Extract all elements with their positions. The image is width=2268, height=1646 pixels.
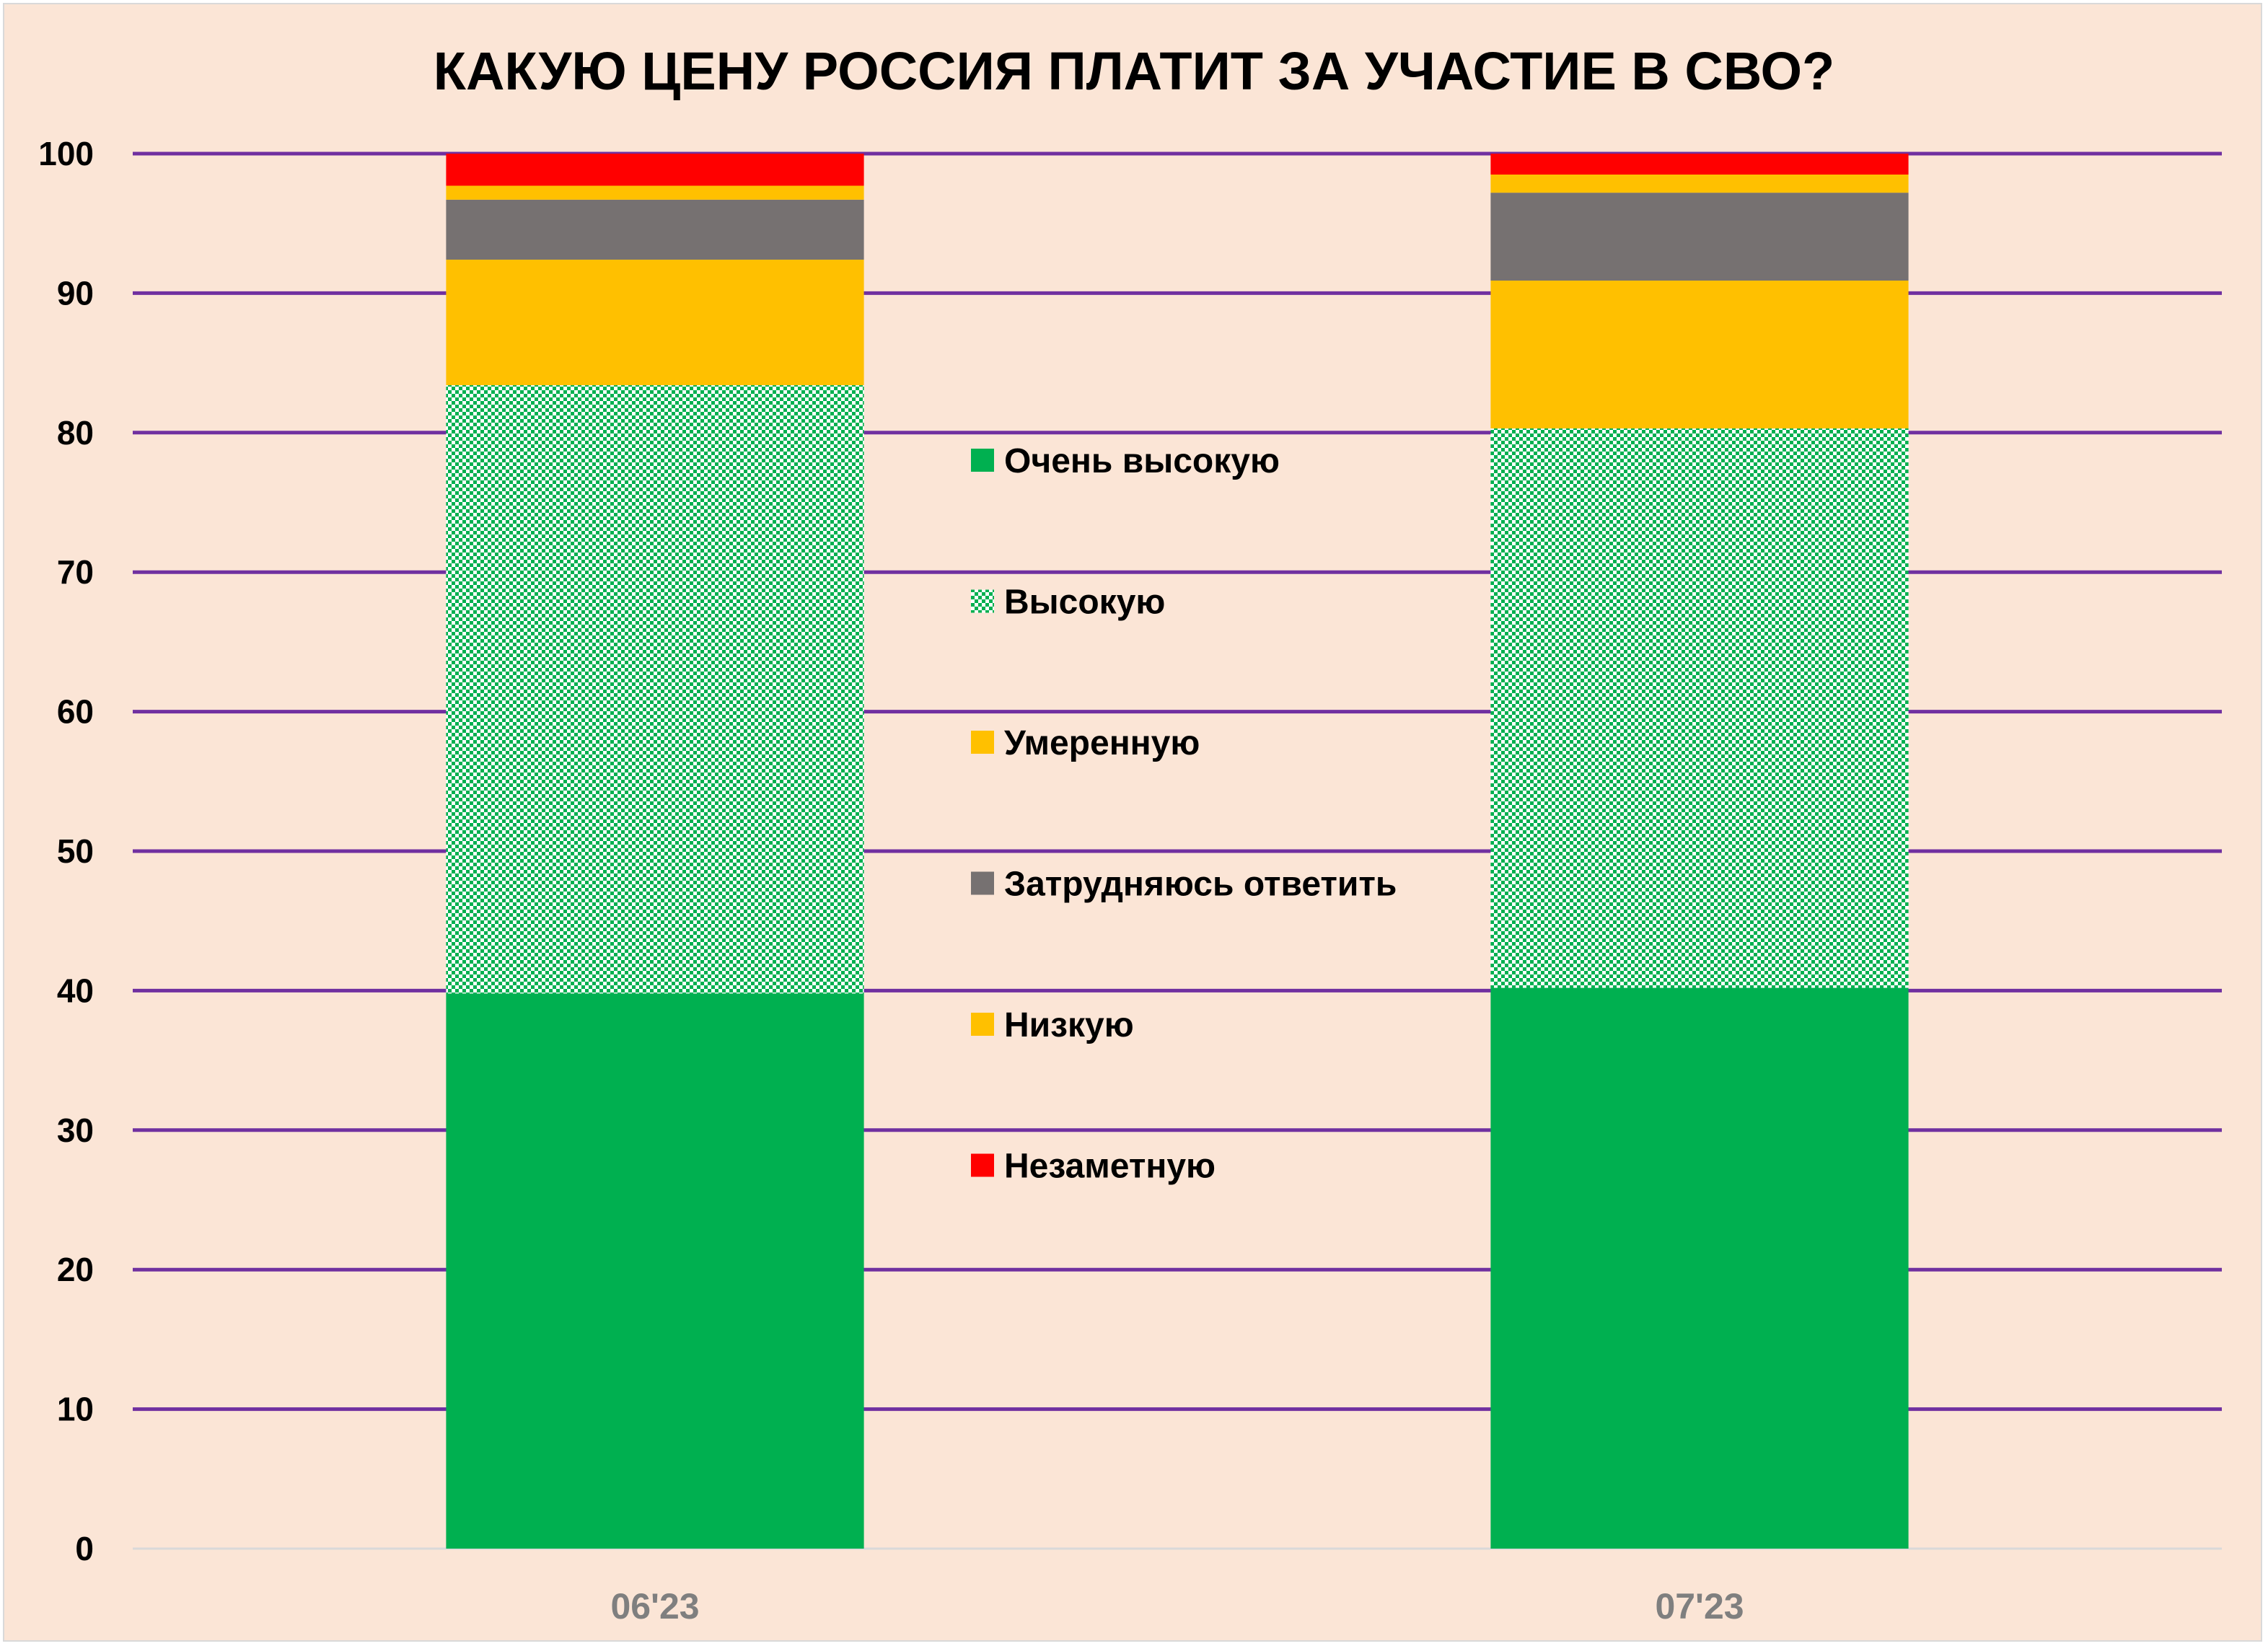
legend-item-4: Низкую bbox=[971, 1006, 1134, 1044]
bar-segment-07-23-1 bbox=[1490, 428, 1909, 988]
bar-segment-07-23-2 bbox=[1490, 280, 1909, 428]
bar-stack-07-23 bbox=[1490, 154, 1909, 1549]
x-tick-label-07-23: 07'23 bbox=[1655, 1586, 1744, 1627]
legend-item-5: Незаметную bbox=[971, 1148, 1216, 1186]
legend-swatch-2 bbox=[971, 731, 994, 754]
legend-swatch-0 bbox=[971, 449, 994, 472]
legend-label-1: Высокую bbox=[1004, 584, 1165, 622]
legend-label-2: Умеренную bbox=[1004, 724, 1200, 762]
bar-segment-06-23-2 bbox=[446, 259, 864, 386]
legend-label-3: Затрудняюсь ответить bbox=[1004, 866, 1397, 904]
bar-segment-06-23-1 bbox=[446, 385, 864, 994]
legend-label-4: Низкую bbox=[1004, 1006, 1134, 1044]
bar-segment-07-23-0 bbox=[1490, 987, 1909, 1549]
bar-segment-07-23-3 bbox=[1490, 193, 1909, 281]
y-tick-label-60: 60 bbox=[57, 693, 94, 731]
bars bbox=[446, 154, 1909, 1549]
bar-stack-06-23 bbox=[446, 154, 864, 1549]
bar-segment-06-23-3 bbox=[446, 199, 864, 260]
y-tick-label-30: 30 bbox=[57, 1112, 94, 1149]
legend-label-5: Незаметную bbox=[1004, 1148, 1216, 1186]
y-tick-label-100: 100 bbox=[38, 135, 94, 172]
bar-segment-06-23-4 bbox=[446, 185, 864, 200]
bar-segment-06-23-5 bbox=[446, 154, 864, 186]
y-tick-label-80: 80 bbox=[57, 414, 94, 452]
legend-item-0: Очень высокую bbox=[971, 442, 1280, 480]
chart-title: КАКУЮ ЦЕНУ РОССИЯ ПЛАТИТ ЗА УЧАСТИЕ В СВ… bbox=[434, 41, 1834, 101]
legend-item-1: Высокую bbox=[971, 584, 1165, 622]
y-tick-label-70: 70 bbox=[57, 553, 94, 591]
legend-swatch-5 bbox=[971, 1153, 994, 1177]
bar-segment-07-23-4 bbox=[1490, 175, 1909, 193]
x-tick-label-06-23: 06'23 bbox=[610, 1586, 699, 1627]
y-tick-label-40: 40 bbox=[57, 972, 94, 1009]
legend-label-0: Очень высокую bbox=[1004, 442, 1280, 480]
legend-item-3: Затрудняюсь ответить bbox=[971, 866, 1397, 904]
y-axis: 0 10 20 30 40 50 60 70 80 90 100 bbox=[38, 135, 94, 1567]
legend: Очень высокую Высокую Умеренную Затрудняюсь… bbox=[971, 442, 1397, 1186]
legend-swatch-3 bbox=[971, 871, 994, 895]
y-tick-label-0: 0 bbox=[75, 1530, 94, 1567]
x-axis: 06'23 07'23 bbox=[610, 1586, 1744, 1627]
chart-frame: КАКУЮ ЦЕНУ РОССИЯ ПЛАТИТ ЗА УЧАСТИЕ В СВ… bbox=[3, 3, 2262, 1642]
bar-segment-06-23-0 bbox=[446, 993, 864, 1549]
legend-swatch-1 bbox=[971, 589, 994, 613]
legend-item-2: Умеренную bbox=[971, 724, 1200, 762]
y-tick-label-20: 20 bbox=[57, 1251, 94, 1288]
y-tick-label-10: 10 bbox=[57, 1391, 94, 1428]
y-tick-label-50: 50 bbox=[57, 832, 94, 870]
legend-swatch-4 bbox=[971, 1013, 994, 1036]
y-tick-label-90: 90 bbox=[57, 274, 94, 312]
chart: КАКУЮ ЦЕНУ РОССИЯ ПЛАТИТ ЗА УЧАСТИЕ В СВ… bbox=[38, 41, 2222, 1627]
bar-segment-07-23-5 bbox=[1490, 154, 1909, 175]
